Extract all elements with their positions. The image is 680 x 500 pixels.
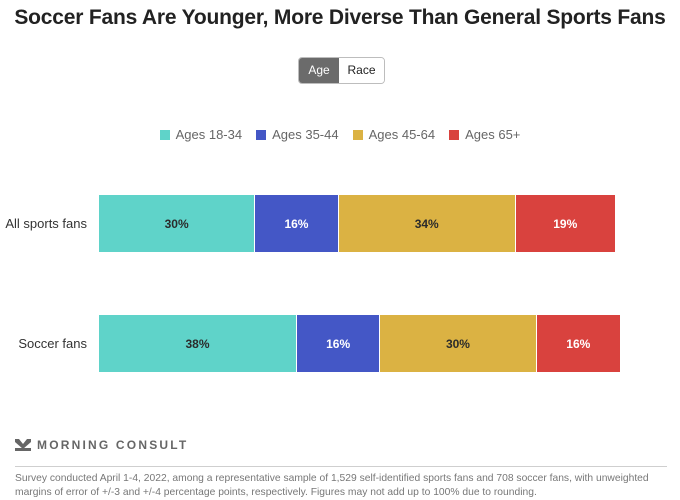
brand-name: MORNING CONSULT [37, 438, 189, 452]
morning-consult-logo-icon [15, 439, 31, 451]
brand-logo: MORNING CONSULT [15, 438, 188, 452]
segment-value-label: 16% [566, 336, 591, 351]
toggle-race-button[interactable]: Race [339, 58, 384, 83]
footer-divider [15, 466, 667, 467]
chart-title: Soccer Fans Are Younger, More Diverse Th… [14, 6, 666, 29]
legend-label: Ages 35-44 [272, 127, 339, 142]
segment-ages-65-plus[interactable]: 16% [536, 315, 620, 372]
legend-swatch [449, 129, 460, 140]
bar-soccer-fans: 38% 16% 30% 16% [99, 315, 620, 372]
segment-value-label: 34% [414, 216, 439, 231]
chart-legend: Ages 18-34 Ages 35-44 Ages 45-64 Ages 65… [0, 127, 680, 142]
segment-ages-45-64[interactable]: 30% [380, 315, 537, 372]
row-label-all-sports-fans: All sports fans [5, 216, 87, 231]
legend-item-ages-45-64[interactable]: Ages 45-64 [352, 127, 436, 142]
row-label-soccer-fans: Soccer fans [18, 336, 87, 351]
segment-value-label: 30% [445, 336, 470, 351]
legend-label: Ages 18-34 [175, 127, 243, 142]
legend-item-ages-18-34[interactable]: Ages 18-34 [159, 127, 243, 142]
segment-value-label: 16% [284, 216, 309, 231]
survey-footnote: Survey conducted April 1-4, 2022, among … [15, 473, 649, 498]
legend-swatch [256, 129, 267, 140]
segment-value-label: 19% [553, 216, 578, 231]
legend-label: Ages 65+ [465, 127, 521, 142]
age-race-toggle: Age Race [298, 57, 385, 84]
toggle-age-button[interactable]: Age [299, 58, 339, 83]
segment-ages-65-plus[interactable]: 19% [515, 195, 615, 252]
legend-swatch [159, 129, 170, 140]
segment-ages-18-34[interactable]: 38% [99, 315, 297, 372]
legend-item-ages-65-plus[interactable]: Ages 65+ [449, 127, 520, 142]
legend-label: Ages 45-64 [368, 127, 436, 142]
bar-all-sports-fans: 30% 16% 34% 19% [99, 195, 615, 252]
legend-swatch [352, 129, 363, 140]
segment-value-label: 38% [185, 336, 210, 351]
segment-ages-45-64[interactable]: 34% [338, 195, 516, 252]
segment-ages-35-44[interactable]: 16% [255, 195, 339, 252]
segment-ages-18-34[interactable]: 30% [99, 195, 256, 252]
segment-value-label: 16% [326, 336, 351, 351]
segment-ages-35-44[interactable]: 16% [296, 315, 381, 372]
segment-value-label: 30% [164, 216, 189, 231]
legend-item-ages-35-44[interactable]: Ages 35-44 [256, 127, 339, 142]
